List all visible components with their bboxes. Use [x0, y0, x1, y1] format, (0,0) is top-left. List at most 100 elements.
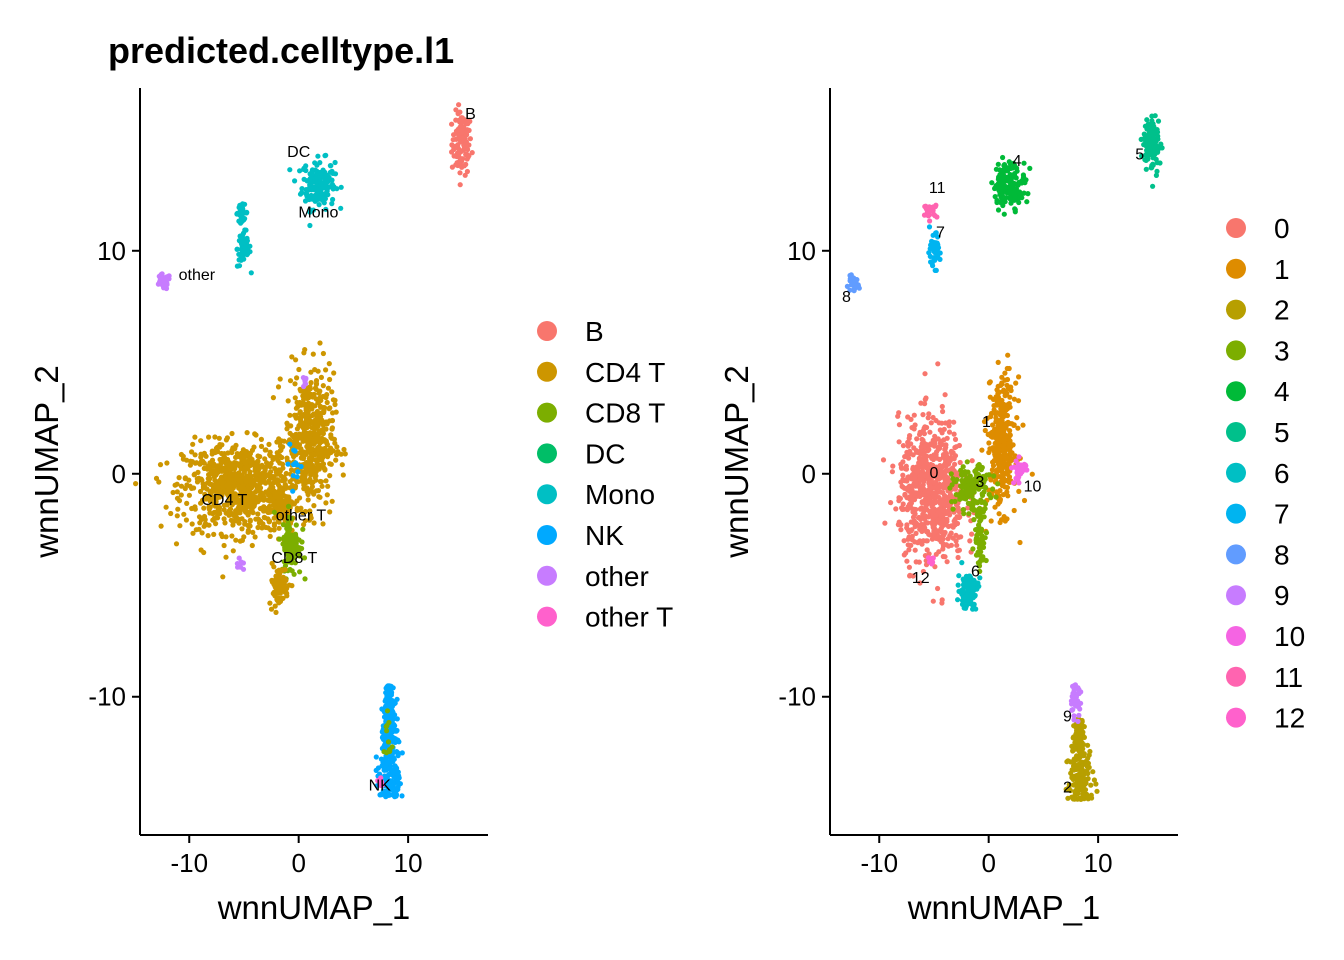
data-point	[896, 422, 903, 428]
data-point	[978, 497, 984, 503]
data-point	[1011, 480, 1017, 486]
data-point	[193, 527, 199, 533]
data-point	[948, 471, 954, 477]
data-point	[955, 597, 961, 603]
data-point	[1023, 463, 1029, 469]
data-point	[922, 492, 928, 499]
data-point	[255, 453, 261, 459]
data-point	[177, 523, 183, 529]
data-point	[332, 401, 338, 408]
data-point	[999, 374, 1005, 380]
data-point	[384, 728, 390, 734]
data-point	[988, 518, 994, 524]
data-point	[203, 453, 209, 459]
data-point	[232, 470, 238, 476]
data-point	[924, 442, 930, 448]
data-point	[929, 536, 936, 542]
data-point	[1027, 165, 1033, 171]
data-point	[200, 481, 206, 487]
data-point	[216, 435, 222, 441]
data-point	[221, 516, 227, 522]
data-point	[905, 542, 911, 548]
data-point	[912, 547, 918, 553]
data-point	[1146, 145, 1152, 151]
data-point	[993, 183, 999, 189]
data-point	[316, 466, 322, 472]
data-point	[1144, 126, 1150, 132]
data-point	[937, 250, 943, 256]
data-point	[230, 548, 236, 554]
data-point	[992, 446, 999, 452]
data-point	[223, 554, 229, 560]
data-point	[927, 482, 933, 488]
data-point	[375, 778, 381, 784]
data-point	[1072, 702, 1078, 708]
data-point	[202, 491, 208, 497]
data-point	[303, 375, 309, 381]
data-point	[896, 498, 902, 504]
data-point	[234, 263, 240, 269]
data-point	[915, 540, 921, 546]
data-point	[272, 465, 278, 472]
legend-key	[537, 484, 557, 505]
data-point	[306, 430, 312, 436]
data-point	[175, 506, 181, 512]
data-point	[980, 544, 987, 551]
data-point	[324, 440, 330, 446]
data-point	[323, 500, 329, 506]
data-point	[309, 171, 315, 178]
legend-key	[1226, 381, 1246, 402]
data-point	[310, 207, 316, 213]
data-point	[215, 509, 221, 515]
data-point	[266, 509, 272, 515]
data-point	[1009, 465, 1015, 471]
data-point	[285, 398, 291, 404]
data-point	[1159, 145, 1165, 151]
data-point	[935, 234, 941, 240]
data-point	[949, 482, 955, 488]
data-point	[464, 129, 470, 135]
data-point	[1144, 117, 1150, 123]
data-point	[225, 500, 231, 506]
data-point	[250, 529, 256, 536]
data-point	[925, 415, 931, 421]
data-point	[1152, 138, 1158, 145]
data-point	[1071, 734, 1077, 740]
data-point	[160, 276, 166, 282]
data-point	[951, 431, 957, 437]
data-point	[273, 573, 279, 579]
data-point	[940, 546, 946, 552]
data-point	[1071, 713, 1077, 719]
data-point	[262, 515, 268, 521]
data-point	[251, 444, 257, 450]
data-point	[206, 477, 212, 483]
data-point	[244, 500, 250, 506]
data-point	[1155, 118, 1162, 124]
data-point	[942, 554, 948, 560]
data-point	[936, 466, 942, 473]
legend-label: 6	[1274, 458, 1290, 489]
legend-label: CD4 T	[585, 357, 665, 388]
data-point	[956, 547, 963, 553]
data-point	[338, 451, 344, 457]
data-point	[1012, 209, 1018, 215]
legend-label: other	[585, 561, 649, 592]
data-point	[313, 386, 319, 392]
data-point	[977, 552, 983, 558]
data-point	[292, 381, 298, 387]
data-point	[921, 524, 928, 531]
data-point	[924, 547, 930, 553]
data-point	[268, 606, 275, 612]
data-point	[1077, 733, 1083, 740]
data-point	[928, 442, 934, 448]
data-point	[197, 488, 204, 495]
cluster-1	[979, 352, 1035, 546]
data-point	[332, 440, 338, 446]
data-point	[315, 450, 321, 456]
data-point	[326, 406, 332, 412]
data-point	[1074, 766, 1080, 773]
data-point	[267, 452, 273, 458]
data-point	[304, 460, 310, 466]
data-point	[951, 419, 957, 425]
data-point	[257, 506, 263, 512]
